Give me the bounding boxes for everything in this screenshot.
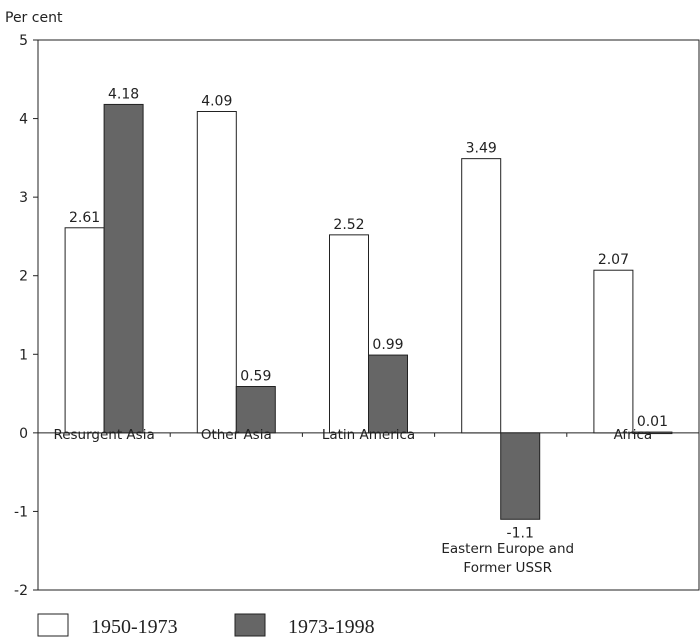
y-tick-label: 2: [19, 269, 28, 285]
category-label: Africa: [614, 427, 653, 443]
data-label: 4.18: [108, 86, 139, 102]
category-labels: Resurgent Asia Other Asia Latin America Eas…: [53, 427, 652, 576]
y-tick-label: -1: [14, 504, 28, 520]
data-label: 0.59: [240, 369, 271, 385]
category-label: Other Asia: [201, 427, 272, 443]
data-label: 4.09: [201, 94, 232, 110]
bar-1973-1998-Eastern Europe and Former USSR: [501, 433, 540, 519]
legend-swatch: [38, 614, 68, 636]
y-tick-label: 5: [19, 33, 28, 49]
legend-item: 1950-1973: [38, 614, 178, 638]
data-label: 0.99: [372, 337, 403, 353]
legend-label: 1973-1998: [288, 616, 375, 638]
bar-1973-1998-Resurgent Asia: [104, 104, 143, 432]
category-label: Eastern Europe and Former USSR: [441, 541, 574, 576]
data-label: 2.52: [333, 217, 364, 233]
bar-1950-1973-Latin America: [330, 235, 369, 433]
y-axis-ticks: 5 4 3 2 1 0 -1 -2: [14, 33, 38, 599]
bar-1950-1973-Africa: [594, 270, 633, 433]
y-tick-label: -2: [14, 583, 28, 599]
bar-1950-1973-Eastern Europe and Former USSR: [462, 159, 501, 433]
bar-1973-1998-Latin America: [369, 355, 408, 433]
bar-1950-1973-Resurgent Asia: [65, 228, 104, 433]
legend: 1950-1973 1973-1998: [38, 614, 375, 638]
y-tick-label: 0: [19, 426, 28, 442]
y-tick-label: 4: [19, 112, 28, 128]
category-label: Latin America: [322, 427, 415, 443]
y-tick-label: 1: [19, 347, 28, 363]
bar-1973-1998-Other Asia: [236, 387, 275, 433]
y-tick-label: 3: [19, 190, 28, 206]
data-label: 3.49: [466, 141, 497, 157]
bars: [65, 104, 672, 519]
legend-item: 1973-1998: [235, 614, 375, 638]
y-axis-label: Per cent: [5, 10, 63, 26]
legend-swatch: [235, 614, 265, 636]
bar-1950-1973-Other Asia: [197, 112, 236, 433]
data-label: -1.1: [507, 525, 534, 541]
data-label: 2.61: [69, 210, 100, 226]
data-label: 2.07: [598, 252, 629, 268]
category-label: Resurgent Asia: [53, 427, 154, 443]
legend-label: 1950-1973: [91, 616, 178, 638]
